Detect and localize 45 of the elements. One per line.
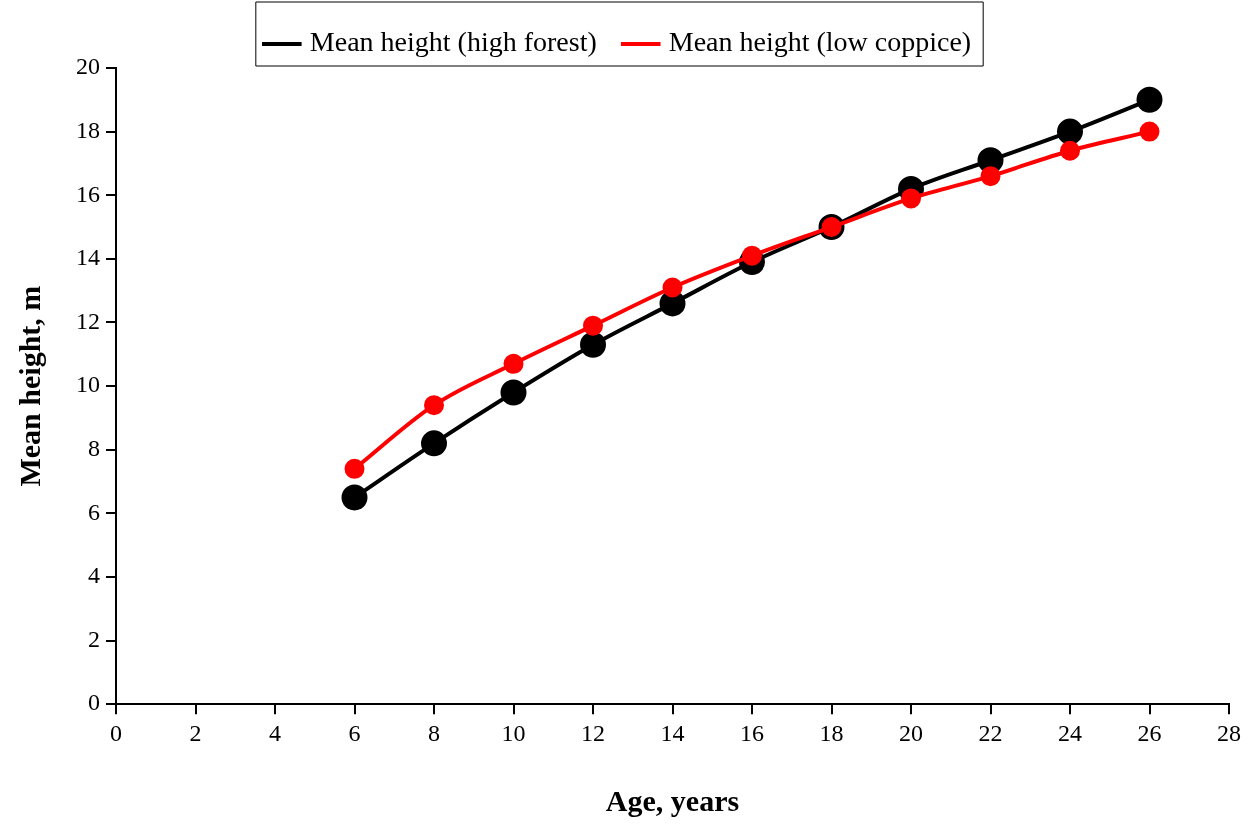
legend-label: Mean height (high forest) bbox=[309, 26, 597, 58]
y-tick-label: 12 bbox=[76, 307, 100, 334]
x-tick-label: 12 bbox=[581, 719, 605, 746]
point bbox=[500, 379, 527, 406]
x-tick-label: 4 bbox=[269, 719, 281, 746]
point bbox=[341, 484, 368, 511]
point bbox=[901, 188, 921, 209]
point bbox=[1057, 118, 1083, 145]
y-tick-label: 14 bbox=[76, 244, 100, 271]
point bbox=[662, 277, 683, 298]
x-tick-label: 2 bbox=[189, 719, 202, 746]
legend-label: Mean height (low coppice) bbox=[668, 26, 972, 58]
point bbox=[503, 353, 524, 374]
point bbox=[421, 430, 447, 457]
x-tick-label: 18 bbox=[819, 719, 844, 746]
x-tick-label: 20 bbox=[899, 719, 923, 746]
x-tick-label: 16 bbox=[740, 719, 764, 746]
point bbox=[580, 331, 606, 358]
y-tick-label: 20 bbox=[76, 53, 100, 80]
x-tick-label: 26 bbox=[1137, 719, 1162, 746]
y-tick-label: 0 bbox=[88, 689, 100, 716]
y-tick-label: 18 bbox=[76, 116, 100, 143]
x-tick-label: 28 bbox=[1217, 719, 1241, 746]
y-tick-label: 6 bbox=[88, 498, 100, 525]
x-tick-label: 22 bbox=[978, 719, 1003, 746]
x-tick-label: 24 bbox=[1058, 719, 1082, 746]
point bbox=[1060, 140, 1080, 161]
point bbox=[583, 315, 603, 336]
x-tick-label: 8 bbox=[428, 719, 440, 746]
point bbox=[344, 458, 365, 479]
x-tick-label: 6 bbox=[348, 719, 361, 746]
x-axis-title: Age, years bbox=[605, 783, 740, 817]
y-tick-label: 10 bbox=[76, 371, 100, 398]
x-tick-label: 10 bbox=[501, 719, 526, 746]
point bbox=[1139, 121, 1160, 142]
x-tick-label: 0 bbox=[110, 719, 122, 746]
point bbox=[980, 166, 1001, 187]
y-axis-title: Mean height, m bbox=[12, 285, 46, 487]
x-tick-label: 14 bbox=[660, 719, 685, 746]
y-tick-label: 8 bbox=[88, 435, 100, 462]
y-tick-label: 16 bbox=[76, 180, 100, 207]
point bbox=[424, 395, 444, 416]
y-tick-label: 2 bbox=[88, 625, 100, 652]
point bbox=[1136, 86, 1163, 113]
y-tick-label: 4 bbox=[88, 562, 100, 589]
